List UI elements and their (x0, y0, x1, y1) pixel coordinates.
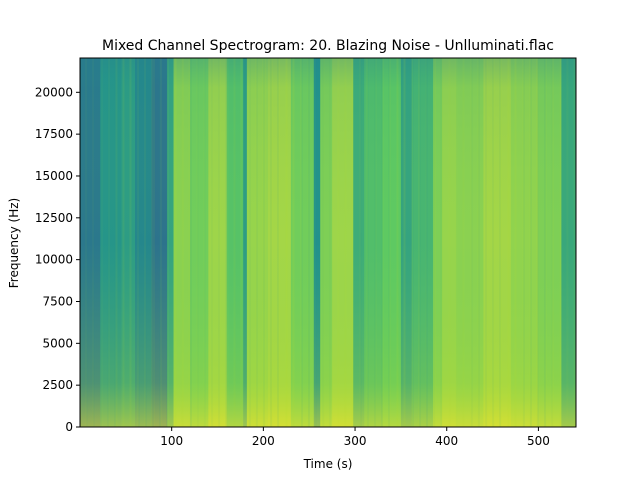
x-tick-label: 200 (252, 434, 275, 448)
chart-title: Mixed Channel Spectrogram: 20. Blazing N… (102, 38, 554, 54)
plot-frame (79, 57, 577, 428)
y-tick-label: 12500 (35, 211, 73, 225)
y-tick-label: 2500 (42, 378, 73, 392)
y-tick-label: 17500 (35, 127, 73, 141)
x-tick-label: 300 (344, 434, 367, 448)
y-axis-label: Frequency (Hz) (7, 198, 21, 289)
y-axis: 0 2500 5000 7500 10000 12500 15000 17500 20000 (35, 85, 80, 434)
x-tick-label: 100 (160, 434, 183, 448)
y-tick-label: 20000 (35, 85, 73, 99)
y-tick-label: 7500 (42, 294, 73, 308)
y-tick-label: 0 (65, 420, 73, 434)
y-tick-label: 5000 (42, 336, 73, 350)
y-tick-label: 15000 (35, 169, 73, 183)
plot-area (80, 58, 576, 427)
x-axis-label: Time (s) (303, 457, 353, 471)
y-tick-label: 10000 (35, 253, 73, 267)
x-tick-label: 500 (527, 434, 550, 448)
x-tick-label: 400 (435, 434, 458, 448)
x-axis: 100 200 300 400 500 (160, 427, 550, 448)
frequency-shading (80, 58, 576, 427)
